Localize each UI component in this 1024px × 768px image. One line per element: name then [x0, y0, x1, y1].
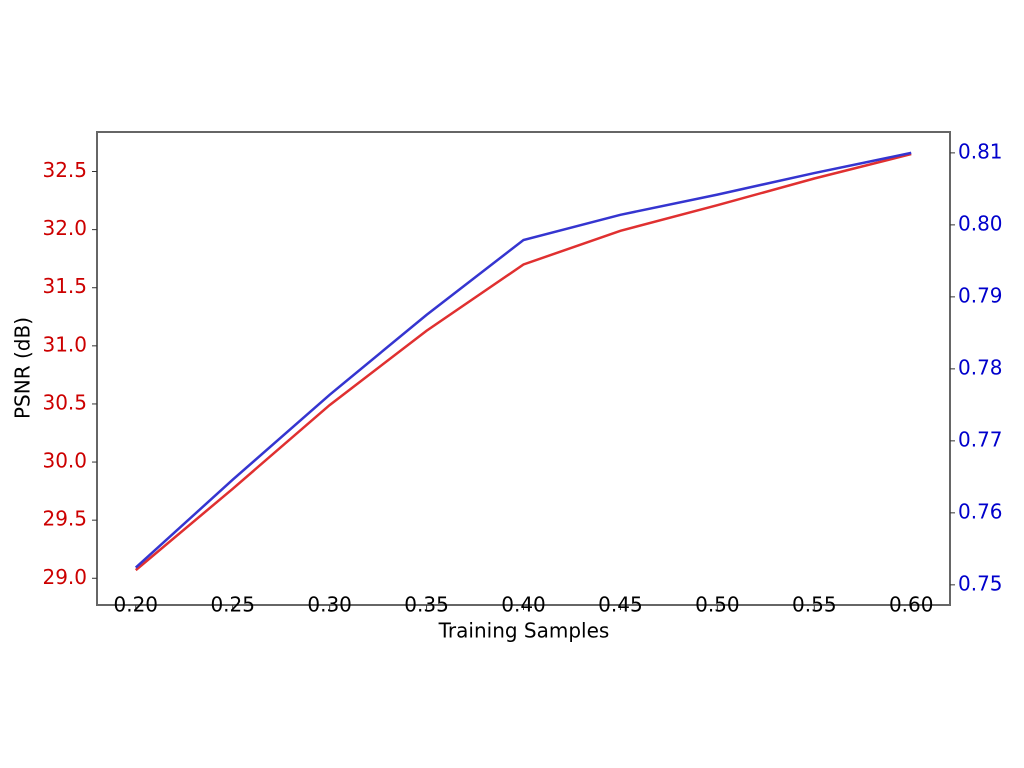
y2-tick-label: 0.81 [958, 139, 1003, 163]
x-tick-label: 0.50 [695, 593, 740, 617]
plot-frame [96, 131, 951, 606]
y-tick-label: 31.0 [42, 332, 87, 356]
x-tick-label: 0.45 [598, 593, 643, 617]
x-axis-label: Training Samples [438, 619, 610, 643]
y2-tick-label: 0.80 [958, 211, 1003, 235]
y2-tick-label: 0.79 [958, 283, 1003, 307]
x-tick-label: 0.20 [114, 593, 159, 617]
y2-tick-label: 0.75 [958, 571, 1003, 595]
x-tick-label: 0.35 [404, 593, 449, 617]
y2-axis-label: SSIM [1020, 344, 1024, 393]
y-tick-label: 32.5 [42, 158, 87, 182]
series-line [134, 151, 912, 569]
y-tick-label: 29.0 [42, 565, 87, 589]
x-tick-label: 0.25 [210, 593, 255, 617]
y-tick-label: 30.0 [42, 449, 87, 473]
y-tick-label: 30.5 [42, 390, 87, 414]
y-tick-label: 29.5 [42, 507, 87, 531]
y-tick-label: 31.5 [42, 274, 87, 298]
y-tick-label: 32.0 [42, 216, 87, 240]
x-tick-label: 0.55 [792, 593, 837, 617]
y2-tick-label: 0.77 [958, 427, 1003, 451]
x-tick-label: 0.60 [889, 593, 934, 617]
x-tick-label: 0.30 [307, 593, 352, 617]
x-tick-label: 0.40 [501, 593, 546, 617]
y2-tick-label: 0.76 [958, 499, 1003, 523]
series-line [134, 152, 912, 572]
y-axis-label: PSNR (dB) [11, 317, 35, 419]
y2-tick-label: 0.78 [958, 355, 1003, 379]
